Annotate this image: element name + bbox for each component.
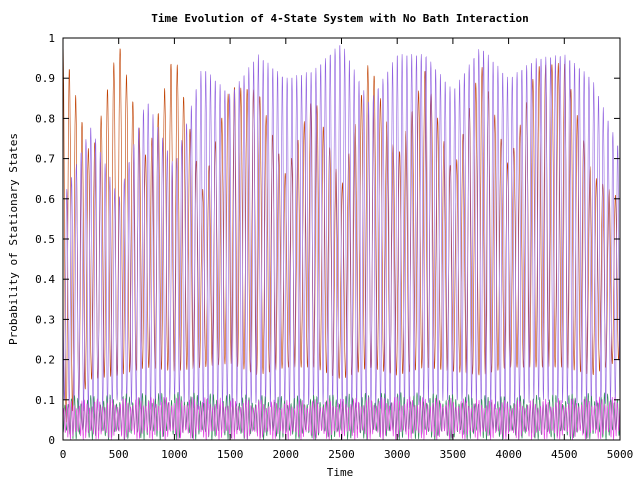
x-tick-label: 500 [109, 448, 129, 461]
ticks-layer: 0 500 1000 1500 2000 2500 3000 3500 4000 4500 5000… [35, 32, 633, 461]
y-tick-label: 0.9 [35, 72, 55, 85]
x-tick-label: 3500 [440, 448, 467, 461]
x-tick-label: 4000 [495, 448, 522, 461]
series-line-2 [62, 45, 621, 415]
x-tick-label: 3000 [384, 448, 411, 461]
series-layer [62, 41, 621, 441]
y-tick-label: 0.4 [35, 273, 55, 286]
y-tick-label: 0.6 [35, 193, 55, 206]
x-tick-label: 2000 [273, 448, 300, 461]
x-tick-label: 0 [60, 448, 67, 461]
chart-title: Time Evolution of 4-State System with No… [151, 12, 529, 25]
x-tick-label: 1000 [161, 448, 188, 461]
y-tick-label: 0.7 [35, 153, 55, 166]
y-tick-label: 0.8 [35, 112, 55, 125]
series-line-4 [62, 396, 621, 441]
x-tick-label: 1500 [217, 448, 244, 461]
y-tick-label: 0.2 [35, 354, 55, 367]
y-axis-label: Probability of Stationary States [7, 133, 20, 345]
y-tick-label: 0.5 [35, 233, 55, 246]
x-tick-label: 4500 [551, 448, 578, 461]
y-tick-label: 1 [48, 32, 55, 45]
y-tick-label: 0.1 [35, 394, 55, 407]
plot-frame [62, 37, 621, 441]
x-tick-label: 2500 [328, 448, 355, 461]
y-tick-label: 0.3 [35, 313, 55, 326]
y-tick-label: 0 [48, 434, 55, 447]
x-axis-label: Time [327, 466, 354, 479]
x-tick-label: 5000 [607, 448, 634, 461]
